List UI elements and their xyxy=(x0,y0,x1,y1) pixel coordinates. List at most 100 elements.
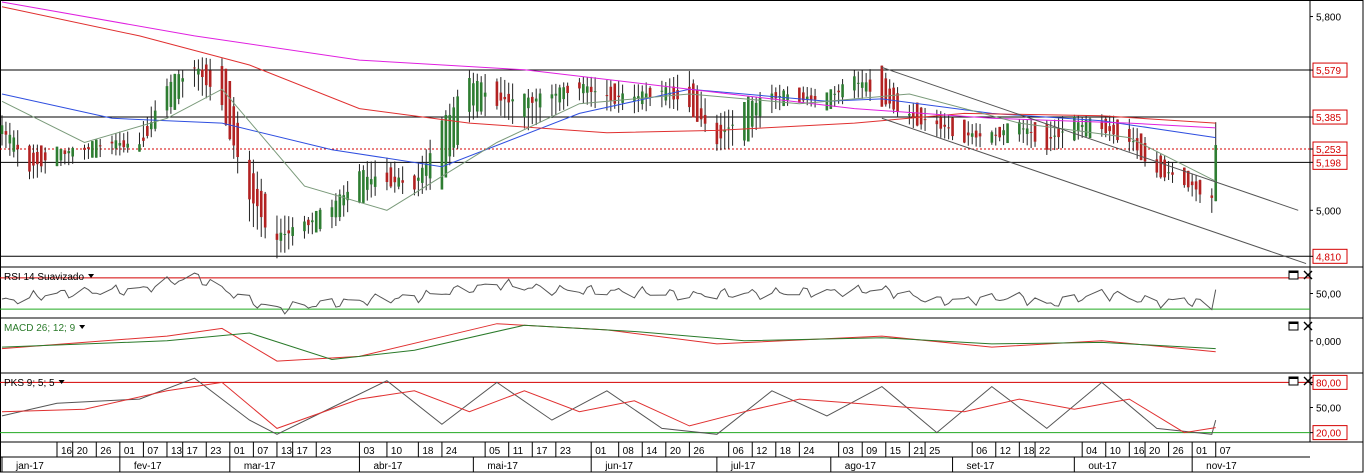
maximize-icon[interactable] xyxy=(1288,321,1299,331)
candle xyxy=(318,207,322,232)
candle-body xyxy=(365,176,369,190)
candle-body xyxy=(566,85,569,94)
candle xyxy=(94,139,98,158)
candle-body xyxy=(36,151,39,165)
day-label: 13 xyxy=(171,446,183,457)
candle xyxy=(169,74,173,114)
stochastic-line xyxy=(1,377,1217,435)
candle xyxy=(593,77,597,109)
stochastic-axis-tick-label-text: 50,00 xyxy=(1316,404,1341,415)
candle xyxy=(1139,133,1143,161)
candle-body xyxy=(1088,118,1092,139)
month-label: mai-17 xyxy=(487,461,518,472)
candle xyxy=(640,85,644,110)
candle xyxy=(884,72,888,107)
label-layer: 5,800 5,000 5,579 5,385 5,253 5,198 4,810 50,00… xyxy=(1,13,1348,472)
candle-body xyxy=(1021,128,1025,130)
candle xyxy=(1159,154,1163,179)
candle-body xyxy=(448,114,452,157)
candle-body xyxy=(16,144,20,150)
candle-body xyxy=(1139,133,1143,161)
candle-body xyxy=(440,120,444,190)
dropdown-arrow-icon[interactable] xyxy=(88,274,95,278)
candle-body xyxy=(778,96,782,98)
candle xyxy=(511,83,514,124)
month-label: abr-17 xyxy=(373,461,402,472)
day-label: 03 xyxy=(843,446,855,457)
candle xyxy=(554,83,558,116)
candle xyxy=(648,86,652,107)
maximize-icon[interactable] xyxy=(1288,270,1299,280)
candle-body xyxy=(637,96,640,99)
price-level-label-text: 5,253 xyxy=(1316,145,1341,156)
candle-body xyxy=(935,120,939,125)
candle xyxy=(1006,123,1009,144)
trend-channel-upper xyxy=(881,66,1299,211)
candle xyxy=(114,133,118,156)
candle xyxy=(1135,128,1139,159)
stochastic-panel-title[interactable]: PKS 9; 5; 5 xyxy=(4,378,55,389)
price-level-label: 5,579 xyxy=(1310,62,1348,78)
day-label: 11 xyxy=(513,446,524,457)
candle xyxy=(4,121,8,149)
candle xyxy=(1167,161,1170,180)
candle-body xyxy=(393,176,397,183)
day-label: 04 xyxy=(1086,446,1098,457)
candle-body xyxy=(389,167,393,187)
candle-body xyxy=(420,167,424,183)
day-label: 26 xyxy=(1173,446,1185,457)
candle-body xyxy=(774,92,778,99)
candle xyxy=(990,130,994,145)
moving-average-line xyxy=(1,6,1216,134)
candle-body xyxy=(1171,172,1174,175)
candle-body xyxy=(511,99,514,102)
close-icon[interactable] xyxy=(1303,270,1313,280)
candle-body xyxy=(841,84,844,98)
candle xyxy=(279,218,283,253)
macd-panel-title[interactable]: MACD 26; 12; 9 xyxy=(4,323,76,334)
candle xyxy=(444,110,448,178)
candle-body xyxy=(915,102,919,126)
candle-body xyxy=(397,177,401,187)
candle-body xyxy=(362,170,365,203)
candle xyxy=(36,144,39,178)
candle xyxy=(385,157,389,191)
candle xyxy=(856,71,860,98)
candle xyxy=(32,144,35,179)
candle xyxy=(892,82,895,114)
close-icon[interactable] xyxy=(1303,376,1313,386)
candle-body xyxy=(692,83,695,118)
candle-body xyxy=(197,68,200,75)
candle xyxy=(558,84,562,111)
candle-body xyxy=(1053,135,1056,137)
dropdown-arrow-icon[interactable] xyxy=(58,380,65,384)
day-label: 10 xyxy=(1110,446,1122,457)
candle-body xyxy=(963,119,966,143)
candle xyxy=(908,104,911,125)
candle-body xyxy=(0,125,4,134)
dropdown-arrow-icon[interactable] xyxy=(79,325,86,329)
maximize-icon[interactable] xyxy=(1288,376,1299,386)
day-label: 18 xyxy=(780,446,792,457)
candle-body xyxy=(1025,128,1029,135)
candle-body xyxy=(782,90,785,107)
close-icon-cross xyxy=(1303,376,1313,386)
candle-body xyxy=(483,92,487,97)
day-label: 23 xyxy=(560,446,572,457)
candle xyxy=(389,162,393,189)
rsi-panel-title[interactable]: RSI 14 Suavizado xyxy=(4,272,84,283)
candle-body xyxy=(703,114,707,124)
candle-body xyxy=(373,176,377,187)
candle-body xyxy=(256,188,259,207)
candle-body xyxy=(177,74,181,99)
candle xyxy=(853,70,856,99)
candle-body xyxy=(275,233,279,240)
day-label: 16 xyxy=(1133,446,1145,457)
candle xyxy=(181,70,184,98)
candle xyxy=(1002,123,1005,146)
day-label: 17 xyxy=(536,446,548,457)
candle-body xyxy=(1006,123,1009,144)
close-icon[interactable] xyxy=(1303,321,1313,331)
candle-body xyxy=(530,96,534,103)
month-label: nov-17 xyxy=(1206,461,1237,472)
